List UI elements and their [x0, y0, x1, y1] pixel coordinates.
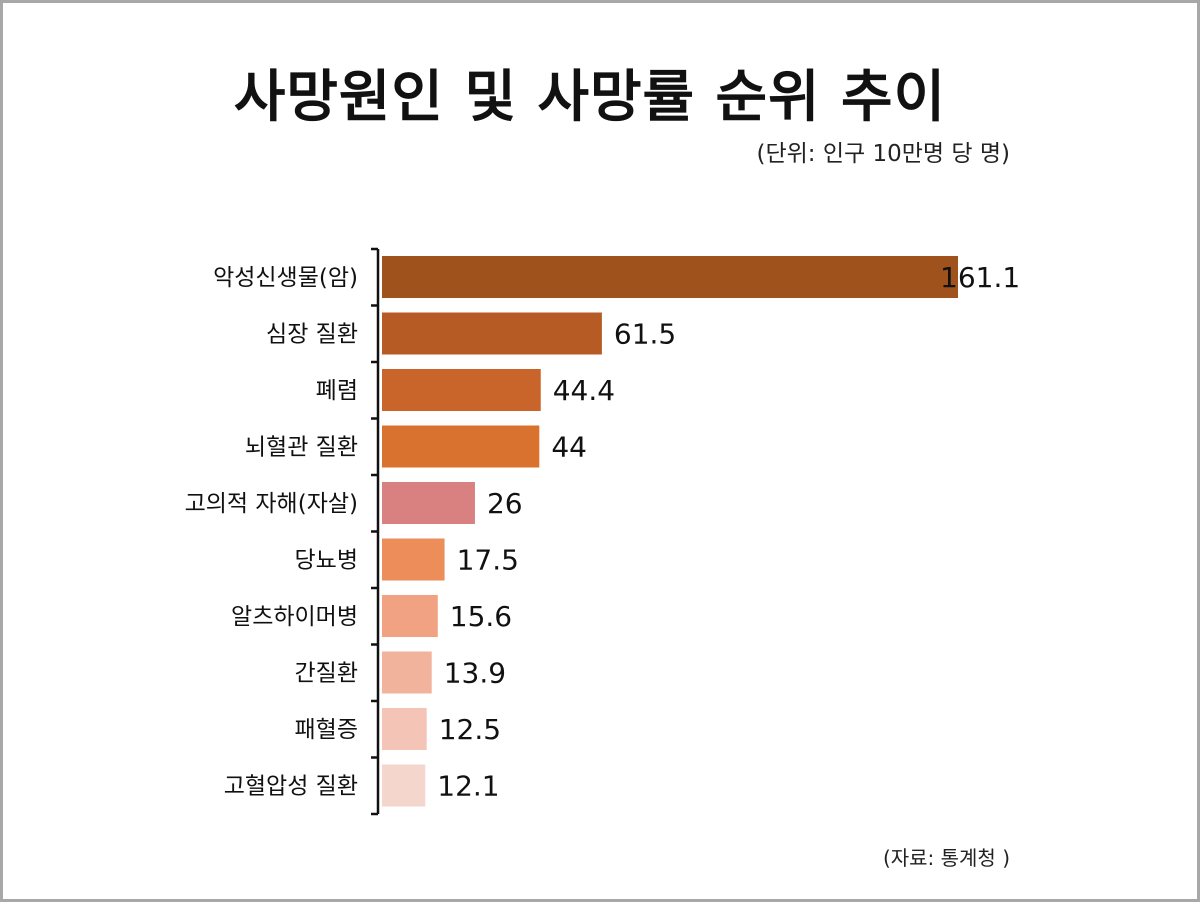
category-label: 알츠하이머병: [231, 604, 358, 630]
bar: [382, 651, 432, 694]
category-label: 간질환: [295, 661, 358, 687]
value-label: 17.5: [457, 544, 519, 577]
chart-title: 사망원인 및 사망률 순위 추이: [233, 65, 947, 130]
value-label: 13.9: [444, 657, 506, 690]
category-label: 패혈증: [295, 717, 358, 743]
category-label: 심장 질환: [266, 322, 358, 348]
category-label: 당뇨병: [295, 548, 358, 574]
value-label: 44.4: [553, 374, 615, 407]
category-label: 폐렴: [316, 378, 358, 404]
bar: [382, 312, 602, 355]
value-label: 12.1: [437, 770, 499, 803]
category-label: 고의적 자해(자살): [185, 491, 358, 517]
category-label: 고혈압성 질환: [224, 774, 358, 800]
value-label: 61.5: [614, 318, 676, 351]
unit-note: (단위: 인구 10만명 당 명): [756, 141, 1011, 167]
bar: [382, 425, 540, 468]
bar: [382, 369, 541, 411]
value-label: 161.1: [940, 261, 1020, 294]
value-label: 15.6: [450, 600, 512, 633]
bar: [382, 708, 427, 750]
bar: [382, 538, 445, 581]
bar: [382, 482, 475, 524]
value-label: 12.5: [439, 713, 501, 746]
bar: [382, 764, 426, 807]
value-label: 26: [487, 487, 523, 520]
category-label: 뇌혈관 질환: [245, 435, 358, 461]
category-label: 악성신생물(암): [213, 265, 358, 291]
value-label: 44: [551, 431, 587, 464]
source-note: (자료: 통계청 ): [882, 846, 1010, 870]
bar: [382, 256, 958, 298]
bar: [382, 595, 438, 637]
